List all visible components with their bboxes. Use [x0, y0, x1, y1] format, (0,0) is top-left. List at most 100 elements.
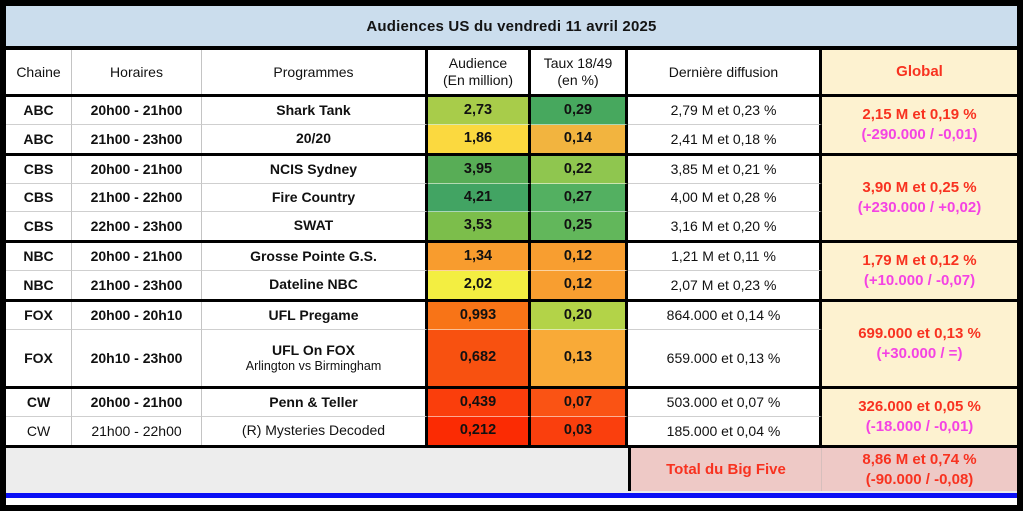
cell-taux: 0,27: [531, 184, 628, 212]
col-header-audience: Audience (En million): [428, 50, 531, 94]
page-title: Audiences US du vendredi 11 avril 2025: [366, 17, 657, 35]
cell-derniere: 2,41 M et 0,18 %: [628, 125, 822, 153]
programme-subtitle: Arlington vs Birmingham: [245, 358, 382, 373]
programme-title: Fire Country: [271, 188, 356, 205]
global-line2: (+230.000 / +0,02): [857, 199, 982, 216]
cell-programme: Grosse Pointe G.S.: [202, 243, 428, 271]
cell-audience: 0,993: [428, 302, 531, 330]
programme-title: UFL On FOX: [272, 342, 355, 359]
global-line1: 699.000 et 0,13 %: [858, 324, 981, 342]
cell-audience: 2,73: [428, 97, 531, 125]
cell-chaine: ABC: [6, 97, 72, 125]
cell-programme: Penn & Teller: [202, 389, 428, 417]
programme-title: UFL Pregame: [268, 306, 359, 323]
cell-chaine: FOX: [6, 302, 72, 330]
cell-derniere: 1,21 M et 0,11 %: [628, 243, 822, 271]
col-header-chaine: Chaine: [6, 50, 72, 94]
bottom-blue-line: [6, 493, 1017, 498]
cell-programme: Dateline NBC: [202, 271, 428, 299]
cell-chaine: FOX: [6, 330, 72, 386]
cell-chaine: CBS: [6, 156, 72, 184]
channel-group-cbs: 3,90 M et 0,25 % (+230.000 / +0,02) CBS 20h…: [6, 153, 1017, 240]
total-values-cell: 8,86 M et 0,74 % (-90.000 / -0,08): [822, 448, 1017, 491]
cell-global-cw: 326.000 et 0,05 % (-18.000 / -0,01): [822, 389, 1017, 445]
programme-title: Penn & Teller: [269, 393, 358, 410]
global-line1: 2,15 M et 0,19 %: [862, 105, 977, 123]
cell-chaine: ABC: [6, 125, 72, 153]
cell-derniere: 659.000 et 0,13 %: [628, 330, 822, 386]
channel-group-fox: 699.000 et 0,13 % (+30.000 / =) FOX 20h00 -…: [6, 299, 1017, 386]
cell-audience: 0,682: [428, 330, 531, 386]
cell-audience: 4,21: [428, 184, 531, 212]
programme-title: SWAT: [293, 217, 334, 234]
col-header-taux: Taux 18/49 (en %): [531, 50, 628, 94]
cell-programme: NCIS Sydney: [202, 156, 428, 184]
global-line1: 1,79 M et 0,12 %: [862, 251, 977, 269]
programme-title: (R) Mysteries Decoded: [241, 422, 386, 439]
bottom-spacer: [6, 491, 1017, 493]
table-body: 2,15 M et 0,19 % (-290.000 / -0,01) ABC 20h…: [6, 94, 1017, 445]
cell-derniere: 3,85 M et 0,21 %: [628, 156, 822, 184]
column-header-row: Chaine Horaires Programmes Audience (En m…: [6, 50, 1017, 94]
cell-programme: (R) Mysteries Decoded: [202, 417, 428, 445]
col-header-derniere: Dernière diffusion: [628, 50, 822, 94]
cell-chaine: CW: [6, 389, 72, 417]
programme-title: Grosse Pointe G.S.: [250, 247, 377, 264]
global-line1: 326.000 et 0,05 %: [858, 397, 981, 415]
channel-group-abc: 2,15 M et 0,19 % (-290.000 / -0,01) ABC 20h…: [6, 94, 1017, 153]
cell-audience: 3,53: [428, 212, 531, 240]
cell-chaine: CBS: [6, 212, 72, 240]
cell-programme: UFL Pregame: [202, 302, 428, 330]
cell-global-abc: 2,15 M et 0,19 % (-290.000 / -0,01): [822, 97, 1017, 153]
programme-title: Shark Tank: [276, 101, 351, 118]
cell-programme: UFL On FOX Arlington vs Birmingham: [202, 330, 428, 386]
programme-title: NCIS Sydney: [269, 160, 358, 177]
cell-derniere: 503.000 et 0,07 %: [628, 389, 822, 417]
cell-audience: 3,95: [428, 156, 531, 184]
cell-audience: 2,02: [428, 271, 531, 299]
empty-cells-area: [6, 448, 628, 491]
cell-global-fox: 699.000 et 0,13 % (+30.000 / =): [822, 302, 1017, 386]
programme-title: 20/20: [295, 130, 332, 147]
col-header-programmes: Programmes: [202, 50, 428, 94]
table-inner: Audiences US du vendredi 11 avril 2025 C…: [6, 6, 1017, 505]
cell-horaires: 20h00 - 21h00: [72, 243, 202, 271]
total-row: Total du Big Five 8,86 M et 0,74 % (-90.…: [6, 445, 1017, 491]
global-line2: (+10.000 / -0,07): [863, 272, 976, 289]
col-header-global: Global: [822, 50, 1017, 94]
cell-horaires: 21h00 - 22h00: [72, 184, 202, 212]
cell-taux: 0,25: [531, 212, 628, 240]
cell-derniere: 185.000 et 0,04 %: [628, 417, 822, 445]
title-band: Audiences US du vendredi 11 avril 2025: [6, 6, 1017, 50]
cell-taux: 0,20: [531, 302, 628, 330]
cell-taux: 0,22: [531, 156, 628, 184]
cell-global-nbc: 1,79 M et 0,12 % (+10.000 / -0,07): [822, 243, 1017, 299]
cell-chaine: NBC: [6, 271, 72, 299]
cell-global-cbs: 3,90 M et 0,25 % (+230.000 / +0,02): [822, 156, 1017, 240]
global-line2: (-290.000 / -0,01): [861, 126, 978, 143]
cell-horaires: 20h10 - 23h00: [72, 330, 202, 386]
cell-horaires: 20h00 - 21h00: [72, 97, 202, 125]
cell-audience: 1,34: [428, 243, 531, 271]
cell-chaine: CBS: [6, 184, 72, 212]
channel-group-nbc: 1,79 M et 0,12 % (+10.000 / -0,07) NBC 20h0…: [6, 240, 1017, 299]
total-line2: (-90.000 / -0,08): [865, 470, 974, 488]
global-line2: (+30.000 / =): [876, 345, 963, 362]
global-line2: (-18.000 / -0,01): [865, 418, 974, 435]
channel-group-cw: 326.000 et 0,05 % (-18.000 / -0,01) CW 20h0…: [6, 386, 1017, 445]
cell-taux: 0,13: [531, 330, 628, 386]
cell-horaires: 21h00 - 22h00: [72, 417, 202, 445]
cell-taux: 0,03: [531, 417, 628, 445]
cell-horaires: 20h00 - 21h00: [72, 389, 202, 417]
cell-audience: 0,212: [428, 417, 531, 445]
cell-derniere: 3,16 M et 0,20 %: [628, 212, 822, 240]
cell-taux: 0,07: [531, 389, 628, 417]
cell-derniere: 2,07 M et 0,23 %: [628, 271, 822, 299]
global-line1: 3,90 M et 0,25 %: [862, 178, 977, 196]
cell-taux: 0,29: [531, 97, 628, 125]
cell-horaires: 21h00 - 23h00: [72, 125, 202, 153]
cell-derniere: 2,79 M et 0,23 %: [628, 97, 822, 125]
total-label-cell: Total du Big Five: [628, 448, 822, 491]
cell-taux: 0,14: [531, 125, 628, 153]
